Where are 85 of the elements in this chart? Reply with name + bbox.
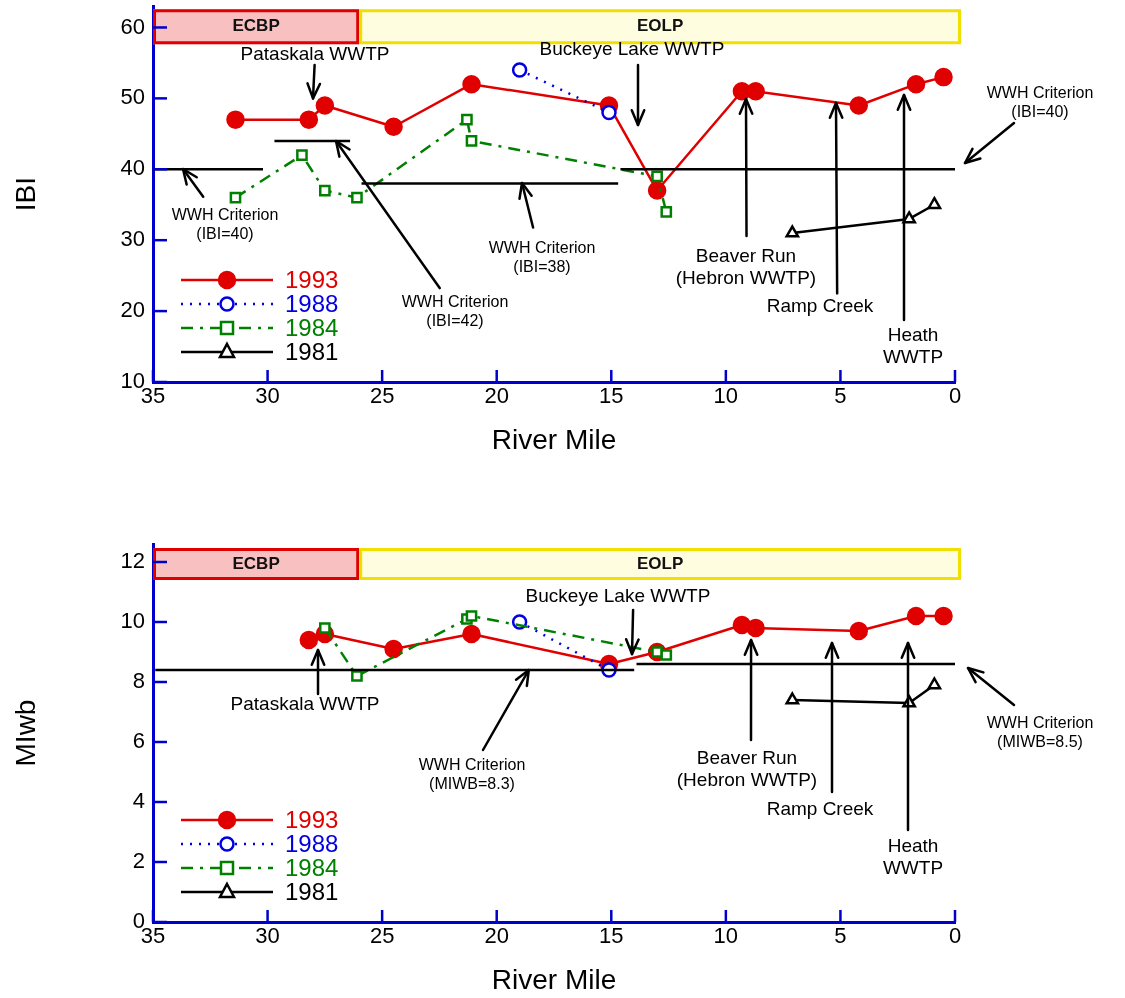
point [849, 621, 869, 641]
text: WWH Criterion (MIWB=8.5) [986, 714, 1094, 750]
point [849, 96, 869, 115]
x-tick-label: 0 [948, 923, 962, 949]
x-tick-label: 25 [369, 923, 395, 949]
annotation: Ramp Creek [766, 798, 874, 820]
point [785, 692, 800, 705]
point [465, 135, 478, 147]
point [906, 606, 926, 626]
point [461, 113, 473, 126]
y-axis-title: IBI [9, 176, 41, 212]
x-tick-label: 30 [255, 923, 280, 949]
point [511, 62, 528, 78]
annotation: WWH Criterion (MIWB=8.3) [418, 756, 526, 792]
x-tick-label: 30 [255, 383, 280, 409]
point [465, 610, 478, 622]
point [296, 149, 308, 161]
annotation: WWH Criterion (IBI=38) [488, 239, 596, 275]
annotation: Ramp Creek [766, 295, 874, 317]
band-label: EOLP [636, 16, 684, 36]
point [319, 184, 331, 197]
x-tick-label: 10 [713, 923, 739, 949]
annotation: Pataskala WWTP [240, 43, 390, 65]
x-tick-label: 15 [599, 383, 624, 409]
point [299, 110, 319, 129]
point [660, 649, 673, 661]
point [226, 110, 245, 129]
y-tick-label: 50 [120, 84, 145, 110]
point [934, 606, 953, 626]
point [462, 74, 481, 94]
x-axis-title: River Mile [491, 423, 617, 455]
point [902, 211, 917, 224]
x-tick-label: 0 [948, 383, 962, 409]
y-tick-label: 30 [120, 226, 145, 252]
y-tick-label: 40 [120, 155, 145, 181]
point [927, 196, 942, 210]
x-tick-label: 5 [834, 383, 847, 409]
point [927, 677, 942, 690]
point [934, 67, 953, 87]
point [651, 170, 663, 183]
point [462, 624, 481, 644]
point [299, 630, 319, 650]
point [660, 205, 673, 218]
point [746, 82, 765, 101]
point [746, 618, 765, 638]
y-tick-label: 4 [132, 788, 145, 814]
y-tick-label: 6 [132, 728, 145, 754]
annotation: Buckeye Lake WWTP [525, 585, 711, 607]
annotation: Heath WWTP [882, 835, 944, 879]
point [647, 181, 667, 200]
x-tick-label: 10 [713, 383, 739, 409]
point [351, 670, 363, 682]
annotation: Buckeye Lake WWTP [539, 38, 725, 60]
point [351, 191, 363, 204]
point [319, 622, 331, 634]
x-axis-title: River Mile [491, 963, 617, 995]
x-tick-label: 5 [834, 923, 847, 949]
annotation: Heath WWTP [882, 324, 944, 368]
annotation: WWH Criterion (IBI=40) [171, 206, 279, 242]
band-label: ECBP [232, 553, 280, 573]
point [315, 96, 335, 115]
x-tick-label: 15 [599, 923, 624, 949]
point [906, 74, 926, 94]
y-tick-label: 20 [120, 297, 145, 323]
y-tick-label: 8 [132, 668, 145, 694]
y-tick-label: 10 [120, 608, 145, 634]
annotation: Pataskala WWTP [230, 693, 380, 715]
annotation: Beaver Run (Hebron WWTP) [675, 245, 817, 289]
annotation: Beaver Run (Hebron WWTP) [676, 747, 818, 791]
point [384, 639, 403, 659]
y-tick-label: 60 [120, 13, 145, 39]
text: WWH Criterion (IBI=40) [986, 84, 1094, 120]
point [384, 117, 403, 136]
y-axis-title: MIwb [9, 699, 41, 767]
point [785, 225, 800, 238]
band-label: EOLP [636, 553, 684, 573]
point [601, 104, 617, 121]
x-tick-label: 20 [484, 383, 509, 409]
point [229, 191, 242, 204]
annotation: WWH Criterion (IBI=42) [401, 293, 509, 329]
band-label: ECBP [232, 16, 280, 36]
x-tick-label: 25 [369, 383, 395, 409]
y-tick-label: 2 [132, 848, 145, 874]
x-tick-label: 20 [484, 923, 509, 949]
y-tick-label: 12 [120, 548, 145, 574]
